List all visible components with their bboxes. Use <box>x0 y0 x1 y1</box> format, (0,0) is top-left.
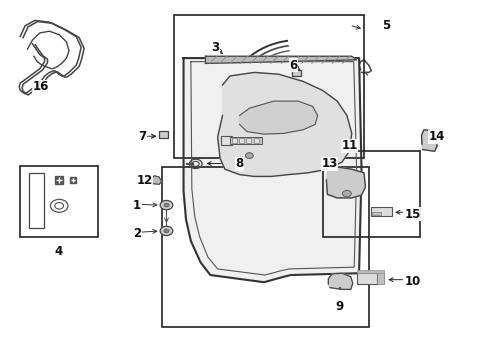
Text: 9: 9 <box>335 300 343 313</box>
Bar <box>322 151 419 237</box>
Text: 4: 4 <box>54 245 62 258</box>
Circle shape <box>160 226 172 235</box>
Polygon shape <box>326 166 365 198</box>
Circle shape <box>163 229 168 233</box>
Bar <box>253 138 258 143</box>
Bar <box>239 138 244 143</box>
Bar <box>159 131 167 138</box>
Polygon shape <box>239 101 317 134</box>
Text: 6: 6 <box>288 59 297 72</box>
Circle shape <box>163 203 168 207</box>
Polygon shape <box>217 72 351 176</box>
Bar <box>246 138 251 143</box>
Polygon shape <box>152 176 161 184</box>
Text: 8: 8 <box>235 157 243 170</box>
Text: 14: 14 <box>428 130 445 144</box>
Bar <box>292 69 301 76</box>
Polygon shape <box>205 56 356 63</box>
Polygon shape <box>328 273 352 289</box>
Bar <box>371 212 380 215</box>
Bar <box>173 15 363 158</box>
Bar <box>221 136 232 145</box>
Bar <box>229 137 261 144</box>
Polygon shape <box>421 130 436 151</box>
Bar <box>356 273 376 284</box>
Circle shape <box>160 201 172 210</box>
Polygon shape <box>183 58 361 282</box>
Text: 16: 16 <box>32 80 49 93</box>
Bar <box>356 270 384 273</box>
Text: 11: 11 <box>341 139 357 152</box>
Bar <box>330 160 336 165</box>
Bar <box>376 273 384 284</box>
Bar <box>231 138 236 143</box>
Text: 10: 10 <box>404 275 420 288</box>
Text: 7: 7 <box>138 130 146 144</box>
Text: 5: 5 <box>381 19 389 32</box>
Bar <box>161 167 368 327</box>
Bar <box>20 166 98 237</box>
Bar <box>370 207 391 216</box>
Text: 2: 2 <box>133 227 141 240</box>
Text: 12: 12 <box>136 174 152 186</box>
Text: 3: 3 <box>211 41 219 54</box>
Text: 15: 15 <box>404 208 420 221</box>
Bar <box>29 173 43 228</box>
Text: 1: 1 <box>133 199 141 212</box>
Circle shape <box>342 190 350 197</box>
Circle shape <box>245 153 253 158</box>
Text: 13: 13 <box>321 157 337 170</box>
